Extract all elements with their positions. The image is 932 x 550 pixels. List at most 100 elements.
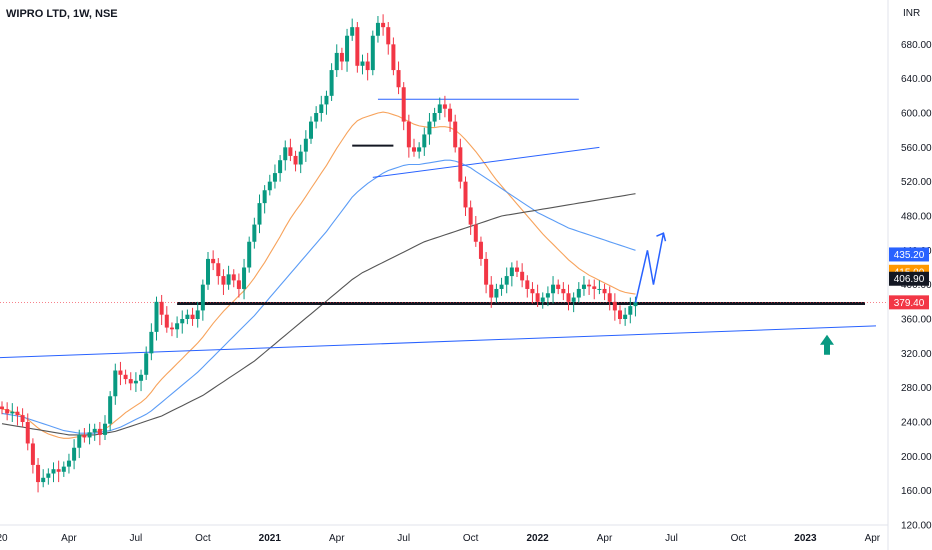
candle-body bbox=[123, 374, 128, 380]
candle-body bbox=[520, 271, 525, 281]
candle-body bbox=[66, 460, 71, 467]
candle-body bbox=[329, 70, 334, 96]
candle-body bbox=[139, 374, 144, 381]
candle-body bbox=[618, 310, 622, 319]
candle-body bbox=[195, 310, 200, 319]
candle-body bbox=[211, 258, 216, 264]
candle-body bbox=[509, 267, 514, 277]
candle-body bbox=[87, 432, 92, 438]
candle-body bbox=[396, 70, 401, 88]
candle-body bbox=[401, 87, 406, 122]
candle-body bbox=[442, 104, 447, 109]
candle-body bbox=[149, 331, 154, 354]
currency-label: INR bbox=[903, 8, 920, 19]
candle-body bbox=[339, 52, 344, 62]
candle-body bbox=[267, 181, 272, 191]
candle-body bbox=[468, 207, 473, 225]
candle-body bbox=[206, 258, 210, 285]
candle-body bbox=[566, 293, 571, 302]
candle-body bbox=[293, 155, 298, 165]
x-tick-label: Oct bbox=[731, 533, 747, 544]
x-tick-label: Apr bbox=[329, 533, 345, 544]
candle-body bbox=[370, 35, 375, 71]
candle-body bbox=[5, 409, 10, 414]
y-tick-label: 320.00 bbox=[901, 349, 932, 360]
candle-body bbox=[453, 121, 458, 148]
candle-body bbox=[571, 297, 576, 302]
y-tick-label: 200.00 bbox=[901, 452, 932, 463]
candle-body bbox=[556, 284, 561, 289]
candle-body bbox=[190, 314, 195, 319]
candle-body bbox=[231, 274, 236, 281]
x-tick-label: Jul bbox=[130, 533, 143, 544]
candle-body bbox=[365, 61, 370, 71]
candle-body bbox=[350, 27, 355, 36]
candle-body bbox=[581, 284, 586, 289]
candle-body bbox=[180, 319, 185, 324]
candle-body bbox=[412, 147, 416, 152]
candle-body bbox=[247, 241, 252, 268]
candle-body bbox=[463, 181, 468, 208]
candle-body bbox=[386, 27, 391, 45]
candle-body bbox=[0, 406, 4, 410]
candle-body bbox=[319, 104, 324, 113]
candle-body bbox=[592, 286, 597, 289]
moving-average-line-2 bbox=[1, 159, 636, 434]
x-tick-label: Oct bbox=[195, 533, 211, 544]
candle-body bbox=[56, 469, 61, 472]
ascending-trendline bbox=[0, 325, 877, 359]
candle-body bbox=[72, 447, 77, 461]
candle-body bbox=[113, 370, 118, 397]
candle-body bbox=[82, 434, 87, 438]
candle-body bbox=[262, 190, 267, 204]
candle-body bbox=[633, 301, 638, 307]
y-tick-label: 680.00 bbox=[901, 40, 932, 51]
candle-body bbox=[607, 293, 612, 302]
candle-body bbox=[345, 35, 350, 62]
candle-body bbox=[437, 104, 442, 113]
candle-body bbox=[587, 284, 592, 287]
candle-body bbox=[288, 147, 293, 156]
candle-body bbox=[422, 134, 427, 148]
candle-body bbox=[494, 288, 499, 298]
x-tick-label: Apr bbox=[597, 533, 613, 544]
projection-path bbox=[634, 233, 665, 303]
y-tick-label: 520.00 bbox=[901, 177, 932, 188]
candle-body bbox=[298, 151, 303, 165]
candle-body bbox=[623, 314, 628, 319]
candle-body bbox=[489, 284, 494, 298]
candle-body bbox=[597, 288, 602, 290]
x-tick-label: Apr bbox=[865, 533, 881, 544]
price-badge-label: 435.20 bbox=[894, 250, 925, 261]
candle-body bbox=[473, 224, 478, 242]
candle-body bbox=[427, 121, 432, 135]
candle-body bbox=[20, 415, 25, 422]
candle-body bbox=[159, 301, 164, 315]
candle-body bbox=[92, 428, 97, 433]
y-tick-label: 120.00 bbox=[901, 521, 932, 532]
candle-body bbox=[324, 95, 329, 105]
candle-body bbox=[41, 477, 46, 483]
x-tick-label: 2022 bbox=[526, 533, 549, 544]
candle-body bbox=[226, 274, 231, 285]
candle-body bbox=[169, 327, 174, 330]
candle-body bbox=[628, 306, 633, 315]
price-badge bbox=[889, 271, 929, 286]
candle-body bbox=[283, 147, 288, 161]
candle-body bbox=[535, 293, 540, 302]
y-tick-label: 160.00 bbox=[901, 486, 932, 497]
candle-body bbox=[612, 301, 617, 311]
candle-body bbox=[128, 379, 133, 384]
candle-body bbox=[355, 27, 360, 66]
candle-body bbox=[242, 267, 247, 289]
candle-body bbox=[108, 396, 113, 424]
candle-body bbox=[133, 380, 138, 384]
candle-body bbox=[61, 466, 66, 472]
y-tick-label: 360.00 bbox=[901, 315, 932, 326]
candle-body bbox=[448, 108, 453, 122]
candle-body bbox=[515, 267, 519, 272]
candle-body bbox=[144, 353, 149, 375]
candle-body bbox=[375, 22, 380, 36]
candle-body bbox=[504, 276, 509, 285]
